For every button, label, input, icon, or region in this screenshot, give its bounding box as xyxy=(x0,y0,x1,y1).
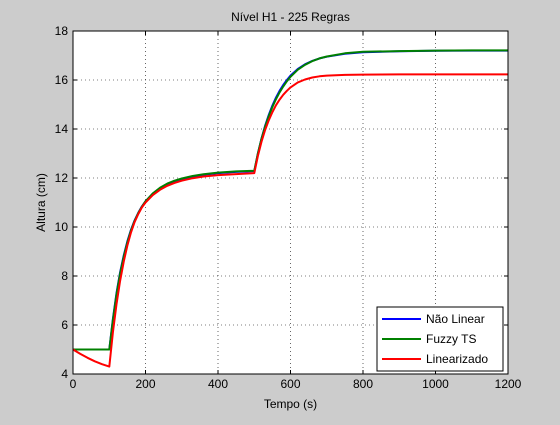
series-lines xyxy=(72,49,508,368)
legend: Não Linear Fuzzy TS Linearizado xyxy=(376,306,504,372)
x-tick-label: 0 xyxy=(70,377,77,391)
chart-title: Nível H1 - 225 Regras xyxy=(231,10,350,24)
x-tick-label: 800 xyxy=(353,377,373,391)
legend-label: Linearizado xyxy=(426,352,488,366)
x-tick-label: 200 xyxy=(135,377,155,391)
x-axis-label: Tempo (s) xyxy=(264,397,317,411)
x-tick-label: 1200 xyxy=(495,377,522,391)
y-tick-label: 16 xyxy=(55,73,69,87)
y-tick-label: 14 xyxy=(55,122,69,136)
ticks: 0 200 400 600 800 1000 1200 4 6 8 10 12 14 16 18 xyxy=(55,24,522,391)
series-line-linearizado xyxy=(72,73,508,368)
y-tick-label: 18 xyxy=(55,24,69,38)
plot-frame xyxy=(72,30,509,375)
y-tick-label: 10 xyxy=(55,220,69,234)
y-tick-label: 4 xyxy=(61,367,68,381)
y-tick-label: 8 xyxy=(61,269,68,283)
x-tick-label: 1000 xyxy=(422,377,449,391)
legend-label: Fuzzy TS xyxy=(426,332,476,346)
y-tick-label: 12 xyxy=(55,171,69,185)
y-axis-label: Altura (cm) xyxy=(34,173,48,232)
y-tick-label: 6 xyxy=(61,318,68,332)
x-tick-label: 400 xyxy=(208,377,228,391)
legend-label: Não Linear xyxy=(426,312,485,326)
grid xyxy=(73,31,508,374)
x-tick-label: 600 xyxy=(280,377,300,391)
